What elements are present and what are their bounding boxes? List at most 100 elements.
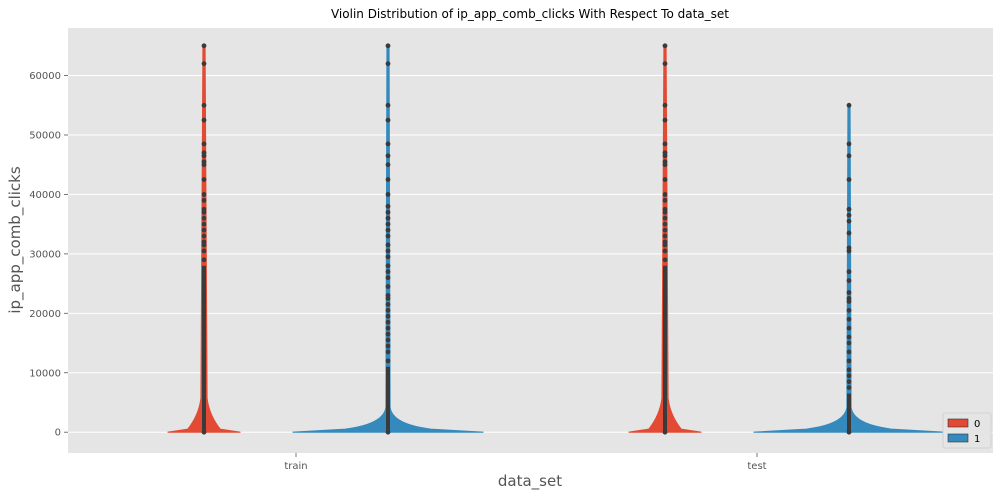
- legend: 0 1: [942, 412, 992, 449]
- violin-point: [201, 102, 207, 108]
- violin-point: [662, 117, 668, 123]
- violin-point: [385, 102, 391, 108]
- violin-point: [385, 429, 391, 435]
- violin-point: [846, 269, 852, 275]
- y-axis-label: ip_app_comb_clicks: [6, 166, 25, 313]
- violin-point: [846, 385, 852, 391]
- violin-point: [846, 206, 852, 212]
- violin-point: [385, 331, 391, 337]
- violin-point: [662, 206, 668, 212]
- violin-point: [846, 230, 852, 236]
- violin-point: [385, 192, 391, 197]
- violin-point: [201, 257, 207, 263]
- violin-point: [385, 275, 391, 281]
- violin-point: [846, 429, 852, 435]
- violin-point: [201, 429, 207, 435]
- violin-point: [846, 212, 852, 218]
- y-axis-ticks: 0 10000 20000 30000 40000 50000 60000: [29, 71, 68, 439]
- violin-point: [385, 117, 391, 123]
- violin-point: [846, 379, 852, 385]
- violin-point: [385, 307, 391, 313]
- violin-point: [201, 206, 207, 212]
- violin-point: [385, 343, 391, 349]
- y-tick-label: 60000: [29, 71, 61, 82]
- violin-point: [662, 221, 668, 227]
- violin-point: [662, 257, 668, 263]
- violin-point: [385, 141, 391, 147]
- violin-point: [846, 102, 852, 108]
- violin-0-test: [628, 43, 702, 435]
- y-tick-label: 40000: [29, 190, 61, 201]
- violin-point: [846, 349, 852, 355]
- violin-point: [385, 203, 391, 209]
- violin-point: [385, 254, 391, 260]
- violin-point: [201, 248, 207, 254]
- violin-point: [846, 290, 852, 295]
- violin-point: [385, 215, 391, 221]
- y-tick-label: 10000: [29, 368, 61, 379]
- violin-point: [385, 61, 391, 67]
- violin-point: [846, 245, 852, 251]
- legend-box: [942, 412, 992, 449]
- violin-point: [385, 162, 391, 168]
- violin-point: [385, 293, 391, 298]
- violin-point: [846, 218, 852, 224]
- violin-point: [201, 215, 207, 221]
- violin-point: [201, 177, 207, 182]
- violin-point: [846, 373, 852, 379]
- violin-point: [846, 278, 852, 284]
- violin-point: [385, 153, 391, 159]
- violin-point: [846, 307, 852, 313]
- violin-point: [385, 248, 391, 254]
- violin-point: [662, 197, 668, 203]
- legend-swatch-1: [947, 433, 969, 443]
- violin-point: [385, 284, 391, 289]
- violin-body: [628, 45, 702, 433]
- violin-point: [846, 340, 852, 346]
- violin-point: [662, 141, 668, 147]
- violin-point: [385, 233, 391, 239]
- y-tick-label: 50000: [29, 130, 61, 141]
- violin-point: [385, 227, 391, 233]
- y-tick-label: 0: [55, 428, 61, 439]
- violin-point: [385, 337, 391, 343]
- violin-point: [385, 325, 391, 331]
- violin-point: [385, 358, 391, 364]
- violin-point: [662, 43, 668, 49]
- violin-0-train: [167, 43, 241, 435]
- violin-point: [662, 248, 668, 254]
- x-axis-ticks: train test: [284, 453, 767, 472]
- violin-point: [662, 177, 668, 182]
- violin-point: [385, 313, 391, 319]
- violin-point: [201, 150, 207, 156]
- violin-point: [846, 367, 852, 373]
- violin-point: [385, 209, 391, 215]
- violin-point: [201, 141, 207, 147]
- violin-point: [846, 334, 852, 340]
- violin-point: [662, 159, 668, 165]
- violin-point: [385, 263, 391, 269]
- violin-point: [201, 227, 207, 233]
- violin-body: [167, 45, 241, 433]
- violin-point: [385, 43, 391, 49]
- violin-point: [846, 177, 852, 182]
- violin-point: [662, 429, 668, 435]
- violin-point: [846, 296, 852, 301]
- violin-point: [846, 325, 852, 331]
- violin-point: [201, 197, 207, 203]
- violin-point: [662, 102, 668, 108]
- violin-point: [201, 239, 207, 245]
- chart-title: Violin Distribution of ip_app_comb_click…: [331, 7, 729, 21]
- violin-point: [201, 61, 207, 67]
- violin-point: [662, 233, 668, 239]
- violin-1-train: [292, 43, 484, 435]
- violin-point: [662, 239, 668, 245]
- y-tick-label: 20000: [29, 309, 61, 320]
- plot-background: [68, 28, 993, 453]
- legend-swatch-0: [947, 418, 969, 428]
- violin-point: [201, 221, 207, 227]
- x-tick-label: test: [747, 461, 766, 472]
- violin-point: [662, 227, 668, 233]
- x-tick-label: train: [284, 461, 307, 472]
- violin-point: [201, 159, 207, 165]
